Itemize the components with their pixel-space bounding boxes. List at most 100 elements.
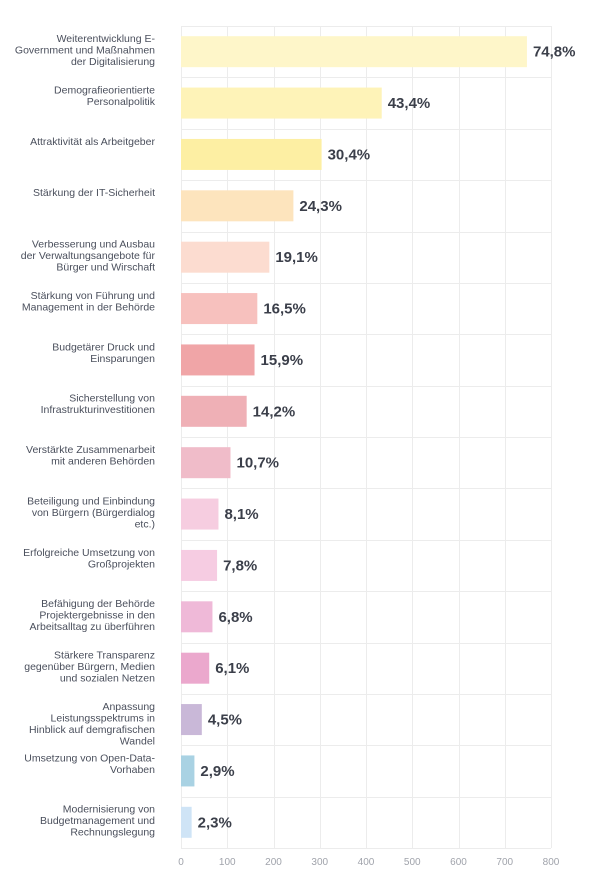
category-label: Weiterentwicklung E-Government und Maßna… bbox=[15, 33, 156, 68]
category-label-line: Verbesserung und Ausbau bbox=[32, 239, 155, 251]
category-label-line: Attraktivität als Arbeitgeber bbox=[30, 136, 155, 148]
category-label-line: Personalpolitik bbox=[87, 96, 156, 108]
data-label: 19,1% bbox=[275, 249, 318, 266]
category-label: Stärkung der IT-Sicherheit bbox=[33, 187, 155, 199]
category-label-line: Umsetzung von Open-Data- bbox=[24, 752, 155, 764]
category-label: Befähigung der Behörde Projektergebnisse … bbox=[30, 598, 156, 633]
category-label-line: Management in der Behörde bbox=[22, 301, 155, 313]
category-label-line: Infrastrukturinvestitionen bbox=[41, 404, 156, 416]
bar bbox=[181, 241, 270, 273]
data-label: 4,5% bbox=[208, 712, 242, 729]
data-label: 15,9% bbox=[261, 352, 304, 369]
bar bbox=[181, 549, 218, 581]
tick-label: 300 bbox=[311, 857, 328, 868]
data-label: 2,9% bbox=[200, 763, 234, 780]
category-label-line: Wandel bbox=[120, 735, 155, 747]
category-label: Beteiligung und Einbindung von Bürgern (B… bbox=[27, 495, 155, 530]
bar bbox=[181, 704, 202, 736]
category-label-line: der Digitalisierung bbox=[71, 56, 155, 68]
tick-label: 500 bbox=[404, 857, 421, 868]
category-label-line: Anpassung bbox=[102, 701, 155, 713]
bar bbox=[181, 36, 527, 68]
category-label-line: mit anderen Behörden bbox=[51, 456, 155, 468]
category-label-line: Weiterentwicklung E- bbox=[57, 33, 156, 45]
bar bbox=[181, 498, 219, 530]
category-label: Demografieorientierte Personalpolitik bbox=[54, 84, 156, 108]
category-label-line: Budgetmanagement und bbox=[40, 815, 155, 827]
tick-label: 600 bbox=[450, 857, 467, 868]
category-label-line: Demografieorientierte bbox=[54, 84, 155, 96]
data-label: 43,4% bbox=[388, 95, 431, 112]
data-label: 6,8% bbox=[218, 609, 252, 626]
category-label-line: Government und Maßnahmen bbox=[15, 45, 155, 57]
bars bbox=[181, 36, 527, 838]
data-label: 6,1% bbox=[215, 660, 249, 677]
data-label: 24,3% bbox=[299, 198, 342, 215]
data-label: 14,2% bbox=[253, 403, 296, 420]
bar bbox=[181, 652, 210, 684]
data-label: 2,3% bbox=[198, 814, 232, 831]
category-label-line: Stärkere Transparenz bbox=[54, 650, 155, 662]
tick-label: 800 bbox=[543, 857, 560, 868]
category-label-line: Projektergebnisse in den bbox=[39, 610, 155, 622]
bar bbox=[181, 755, 195, 787]
bar bbox=[181, 293, 258, 325]
category-label-line: Rechnungslegung bbox=[70, 827, 155, 839]
category-label: Verstärkte Zusammenarbeit mit anderen Beh… bbox=[26, 444, 155, 468]
category-label-line: Verstärkte Zusammenarbeit bbox=[26, 444, 155, 456]
data-label: 8,1% bbox=[224, 506, 258, 523]
bar bbox=[181, 138, 322, 170]
category-label-line: Sicherstellung von bbox=[69, 393, 155, 405]
x-axis-ticks: 0 100 200 300 400 500 600 700 800 bbox=[178, 857, 560, 868]
bar bbox=[181, 601, 213, 633]
category-label-line: Stärkung von Führung und bbox=[31, 290, 155, 302]
bar bbox=[181, 190, 294, 222]
data-label: 74,8% bbox=[533, 44, 576, 61]
tick-label: 700 bbox=[496, 857, 513, 868]
bar bbox=[181, 344, 255, 376]
category-label-line: Bürger und Wirschaft bbox=[56, 262, 155, 274]
category-label-line: Erfolgreiche Umsetzung von bbox=[23, 547, 155, 559]
category-label-line: Hinblick auf demgrafischen bbox=[29, 724, 155, 736]
category-label: Attraktivität als Arbeitgeber bbox=[30, 136, 155, 148]
category-label-line: und sozialen Netzen bbox=[60, 673, 155, 685]
category-label: Verbesserung und Ausbau der Verwaltungsan… bbox=[21, 239, 156, 274]
category-label-line: gegenüber Bürgern, Medien bbox=[24, 661, 155, 673]
data-label: 16,5% bbox=[263, 301, 306, 318]
category-label-line: der Verwaltungsangebote für bbox=[21, 250, 156, 262]
category-label-line: von Bürgern (Bürgerdialog bbox=[32, 507, 155, 519]
category-label-line: Arbeitsalltag zu überführen bbox=[30, 621, 156, 633]
category-label: Erfolgreiche Umsetzung von Großprojekten bbox=[23, 547, 155, 571]
category-label: Modernisierung von Budgetmanagement und Re… bbox=[40, 804, 155, 839]
gridlines bbox=[181, 26, 552, 849]
category-label-line: Befähigung der Behörde bbox=[41, 598, 155, 610]
category-label: Umsetzung von Open-Data-Vorhaben bbox=[24, 752, 155, 776]
category-label-line: Großprojekten bbox=[88, 558, 155, 570]
value-labels: 74,8% 43,4% 30,4% 24,3% 19,1% 16,5% 15,9% 14,2%… bbox=[198, 44, 576, 832]
category-label-line: Modernisierung von bbox=[63, 804, 155, 816]
category-label-line: Beteiligung und Einbindung bbox=[27, 495, 155, 507]
category-label: Stärkung von Führung und Management in de… bbox=[22, 290, 155, 314]
data-label: 10,7% bbox=[236, 455, 279, 472]
category-label: Stärkere Transparenz gegenüber Bürgern, M… bbox=[24, 650, 155, 685]
data-label: 30,4% bbox=[328, 146, 371, 163]
category-label: Sicherstellung von Infrastrukturinvestiti… bbox=[41, 393, 156, 417]
bar bbox=[181, 395, 247, 427]
category-label: Anpassung Leistungsspektrums in Hinblick a… bbox=[29, 701, 155, 748]
tick-label: 100 bbox=[219, 857, 236, 868]
category-label-line: etc.) bbox=[135, 518, 155, 530]
data-label: 7,8% bbox=[223, 557, 257, 574]
category-label-line: Einsparungen bbox=[90, 353, 155, 365]
category-label-line: Vorhaben bbox=[110, 764, 155, 776]
bar bbox=[181, 447, 231, 479]
category-label-line: Stärkung der IT-Sicherheit bbox=[33, 187, 155, 199]
category-label: Budgetärer Druck und Einsparungen bbox=[52, 341, 155, 365]
category-label-line: Budgetärer Druck und bbox=[52, 341, 155, 353]
tick-label: 0 bbox=[178, 857, 184, 868]
tick-label: 400 bbox=[358, 857, 375, 868]
tick-label: 200 bbox=[265, 857, 282, 868]
category-labels: Weiterentwicklung E-Government und Maßna… bbox=[15, 33, 156, 839]
bar bbox=[181, 87, 382, 119]
